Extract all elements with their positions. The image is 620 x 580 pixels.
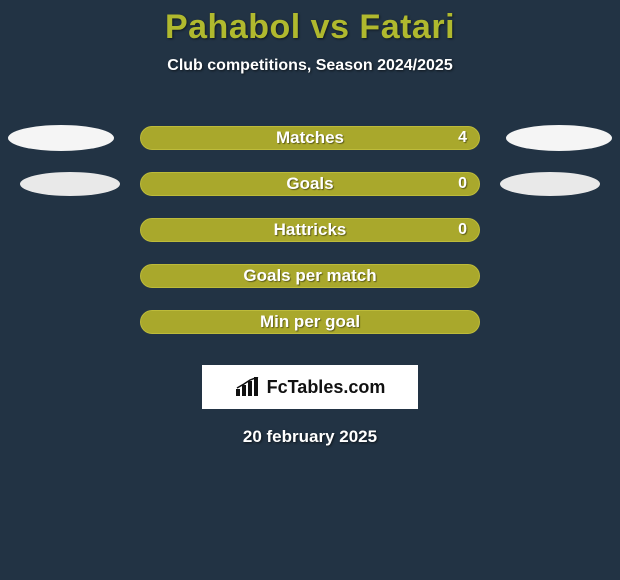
stat-bar: Hattricks 0 [140, 218, 480, 242]
stat-label: Goals [286, 174, 333, 194]
stat-bar: Min per goal [140, 310, 480, 334]
stat-value: 0 [458, 175, 467, 193]
stat-rows: Matches 4 Goals 0 Hattricks 0 Goals per … [0, 115, 620, 345]
stat-row-hattricks: Hattricks 0 [0, 207, 620, 253]
stat-label: Matches [276, 128, 344, 148]
stat-value: 0 [458, 221, 467, 239]
right-value-ellipse [506, 125, 612, 151]
stat-label: Min per goal [260, 312, 360, 332]
stat-label: Goals per match [243, 266, 376, 286]
stat-row-goals: Goals 0 [0, 161, 620, 207]
stat-bar: Matches 4 [140, 126, 480, 150]
left-value-ellipse [20, 172, 120, 196]
stat-row-min-per-goal: Min per goal [0, 299, 620, 345]
left-value-ellipse [8, 125, 114, 151]
stat-bar: Goals 0 [140, 172, 480, 196]
page-subtitle: Club competitions, Season 2024/2025 [0, 57, 620, 75]
stat-row-matches: Matches 4 [0, 115, 620, 161]
page-title: Pahabol vs Fatari [0, 8, 620, 47]
right-value-ellipse [500, 172, 600, 196]
bar-chart-icon [235, 377, 261, 397]
stat-row-goals-per-match: Goals per match [0, 253, 620, 299]
stat-label: Hattricks [274, 220, 347, 240]
stat-bar: Goals per match [140, 264, 480, 288]
stats-card: Pahabol vs Fatari Club competitions, Sea… [0, 0, 620, 447]
logo-badge: FcTables.com [202, 365, 418, 409]
logo-text: FcTables.com [267, 377, 386, 398]
stat-value: 4 [458, 129, 467, 147]
snapshot-date: 20 february 2025 [0, 427, 620, 447]
